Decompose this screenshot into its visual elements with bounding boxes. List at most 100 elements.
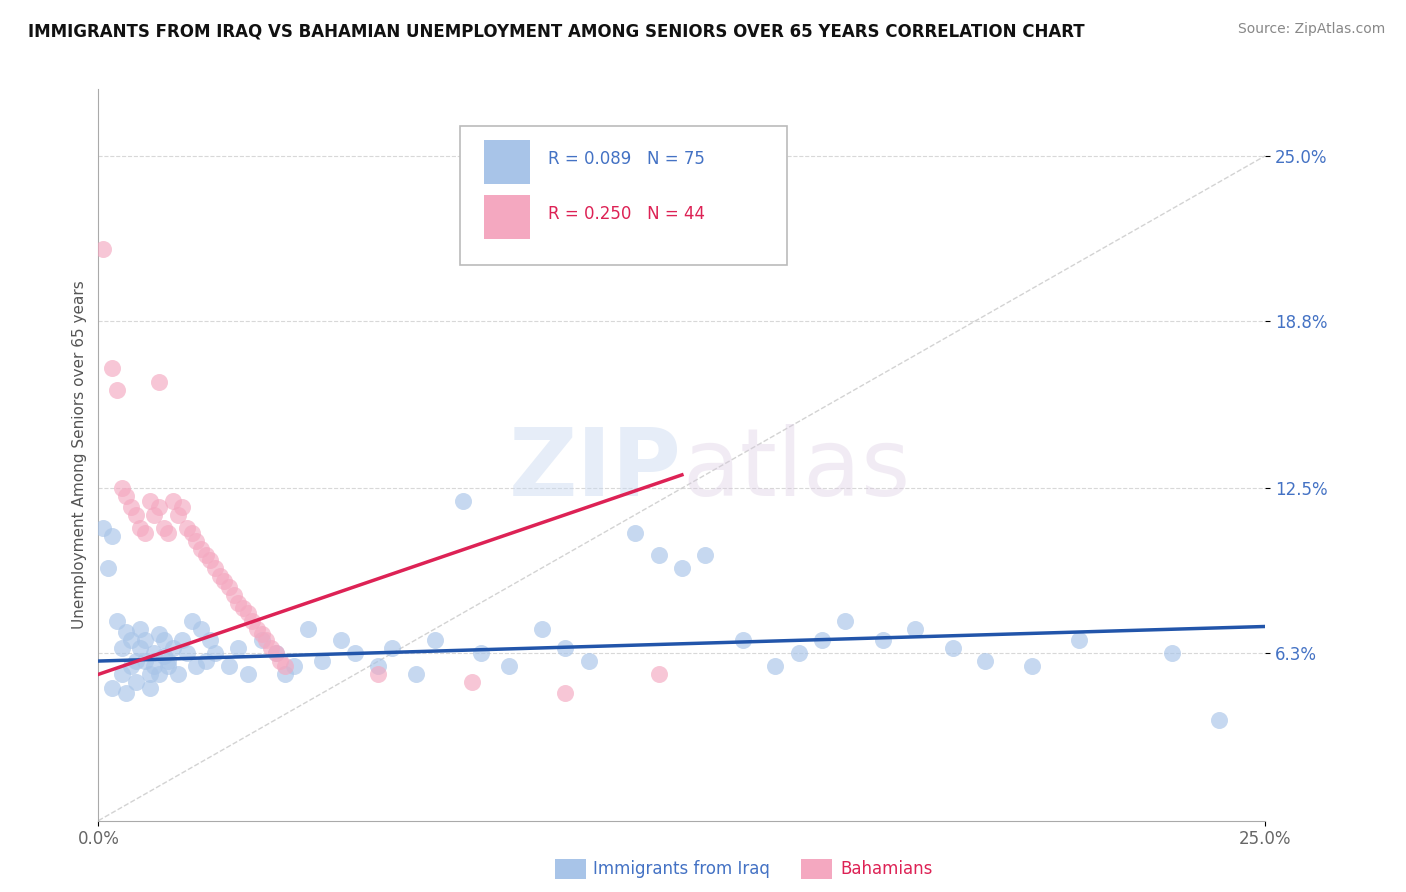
Point: [470, 646, 492, 660]
Point: [139, 667, 162, 681]
Point: [228, 640, 250, 655]
Text: ZIP: ZIP: [509, 424, 682, 516]
Point: [157, 659, 180, 673]
Point: [451, 494, 474, 508]
Point: [190, 542, 212, 557]
Point: [1021, 659, 1043, 673]
Text: IMMIGRANTS FROM IRAQ VS BAHAMIAN UNEMPLOYMENT AMONG SENIORS OVER 65 YEARS CORREL: IMMIGRANTS FROM IRAQ VS BAHAMIAN UNEMPLO…: [28, 22, 1085, 40]
Point: [172, 500, 194, 514]
Point: [91, 521, 114, 535]
Point: [330, 632, 353, 647]
Point: [974, 654, 997, 668]
Point: [134, 526, 156, 541]
Point: [246, 622, 269, 636]
Point: [115, 489, 138, 503]
Point: [236, 606, 259, 620]
Point: [194, 548, 217, 562]
Point: [834, 614, 856, 628]
Point: [190, 622, 212, 636]
Point: [152, 521, 174, 535]
Point: [1208, 713, 1230, 727]
Point: [274, 667, 297, 681]
Point: [283, 659, 305, 673]
Point: [162, 640, 184, 655]
Point: [129, 521, 152, 535]
Point: [232, 600, 254, 615]
Y-axis label: Unemployment Among Seniors over 65 years: Unemployment Among Seniors over 65 years: [72, 281, 87, 629]
Point: [423, 632, 446, 647]
Point: [256, 632, 278, 647]
Point: [129, 640, 152, 655]
Text: Source: ZipAtlas.com: Source: ZipAtlas.com: [1237, 22, 1385, 37]
FancyBboxPatch shape: [460, 126, 787, 265]
Point: [166, 667, 188, 681]
Point: [101, 529, 124, 543]
Point: [105, 383, 128, 397]
Point: [250, 632, 273, 647]
Point: [157, 526, 180, 541]
Point: [162, 494, 184, 508]
Point: [120, 659, 142, 673]
Point: [172, 632, 194, 647]
Point: [218, 659, 240, 673]
Point: [157, 654, 180, 668]
Point: [344, 646, 367, 660]
Point: [297, 622, 319, 636]
Point: [176, 521, 198, 535]
Point: [148, 667, 170, 681]
Point: [105, 614, 128, 628]
Text: R = 0.089   N = 75: R = 0.089 N = 75: [548, 150, 704, 168]
Point: [208, 569, 231, 583]
Point: [176, 646, 198, 660]
Point: [763, 659, 786, 673]
Point: [367, 659, 389, 673]
Point: [236, 667, 259, 681]
Point: [461, 675, 484, 690]
Point: [872, 632, 894, 647]
Point: [530, 622, 553, 636]
Point: [242, 614, 264, 628]
Point: [264, 646, 287, 660]
Point: [904, 622, 927, 636]
Point: [218, 580, 240, 594]
Point: [101, 681, 124, 695]
Point: [166, 508, 188, 522]
Point: [214, 574, 236, 589]
Point: [671, 561, 693, 575]
Point: [139, 681, 162, 695]
Point: [148, 627, 170, 641]
Point: [578, 654, 600, 668]
Point: [228, 595, 250, 609]
Point: [498, 659, 520, 673]
Point: [222, 588, 245, 602]
Point: [120, 500, 142, 514]
Point: [204, 646, 226, 660]
Point: [405, 667, 427, 681]
Point: [125, 508, 148, 522]
Point: [1067, 632, 1090, 647]
Point: [311, 654, 333, 668]
Text: Immigrants from Iraq: Immigrants from Iraq: [593, 860, 770, 878]
Point: [101, 361, 124, 376]
Point: [381, 640, 404, 655]
Point: [134, 654, 156, 668]
Point: [152, 632, 174, 647]
Point: [115, 624, 138, 639]
Point: [111, 481, 134, 495]
Point: [250, 627, 273, 641]
Point: [125, 675, 148, 690]
Point: [647, 548, 669, 562]
Point: [111, 667, 134, 681]
Point: [148, 500, 170, 514]
Point: [200, 632, 222, 647]
Point: [186, 659, 208, 673]
Point: [152, 648, 174, 663]
Text: R = 0.250   N = 44: R = 0.250 N = 44: [548, 204, 704, 222]
Text: Bahamians: Bahamians: [841, 860, 934, 878]
Point: [120, 632, 142, 647]
FancyBboxPatch shape: [484, 195, 530, 239]
Point: [115, 686, 138, 700]
Point: [180, 614, 202, 628]
Point: [143, 659, 166, 673]
Point: [204, 561, 226, 575]
